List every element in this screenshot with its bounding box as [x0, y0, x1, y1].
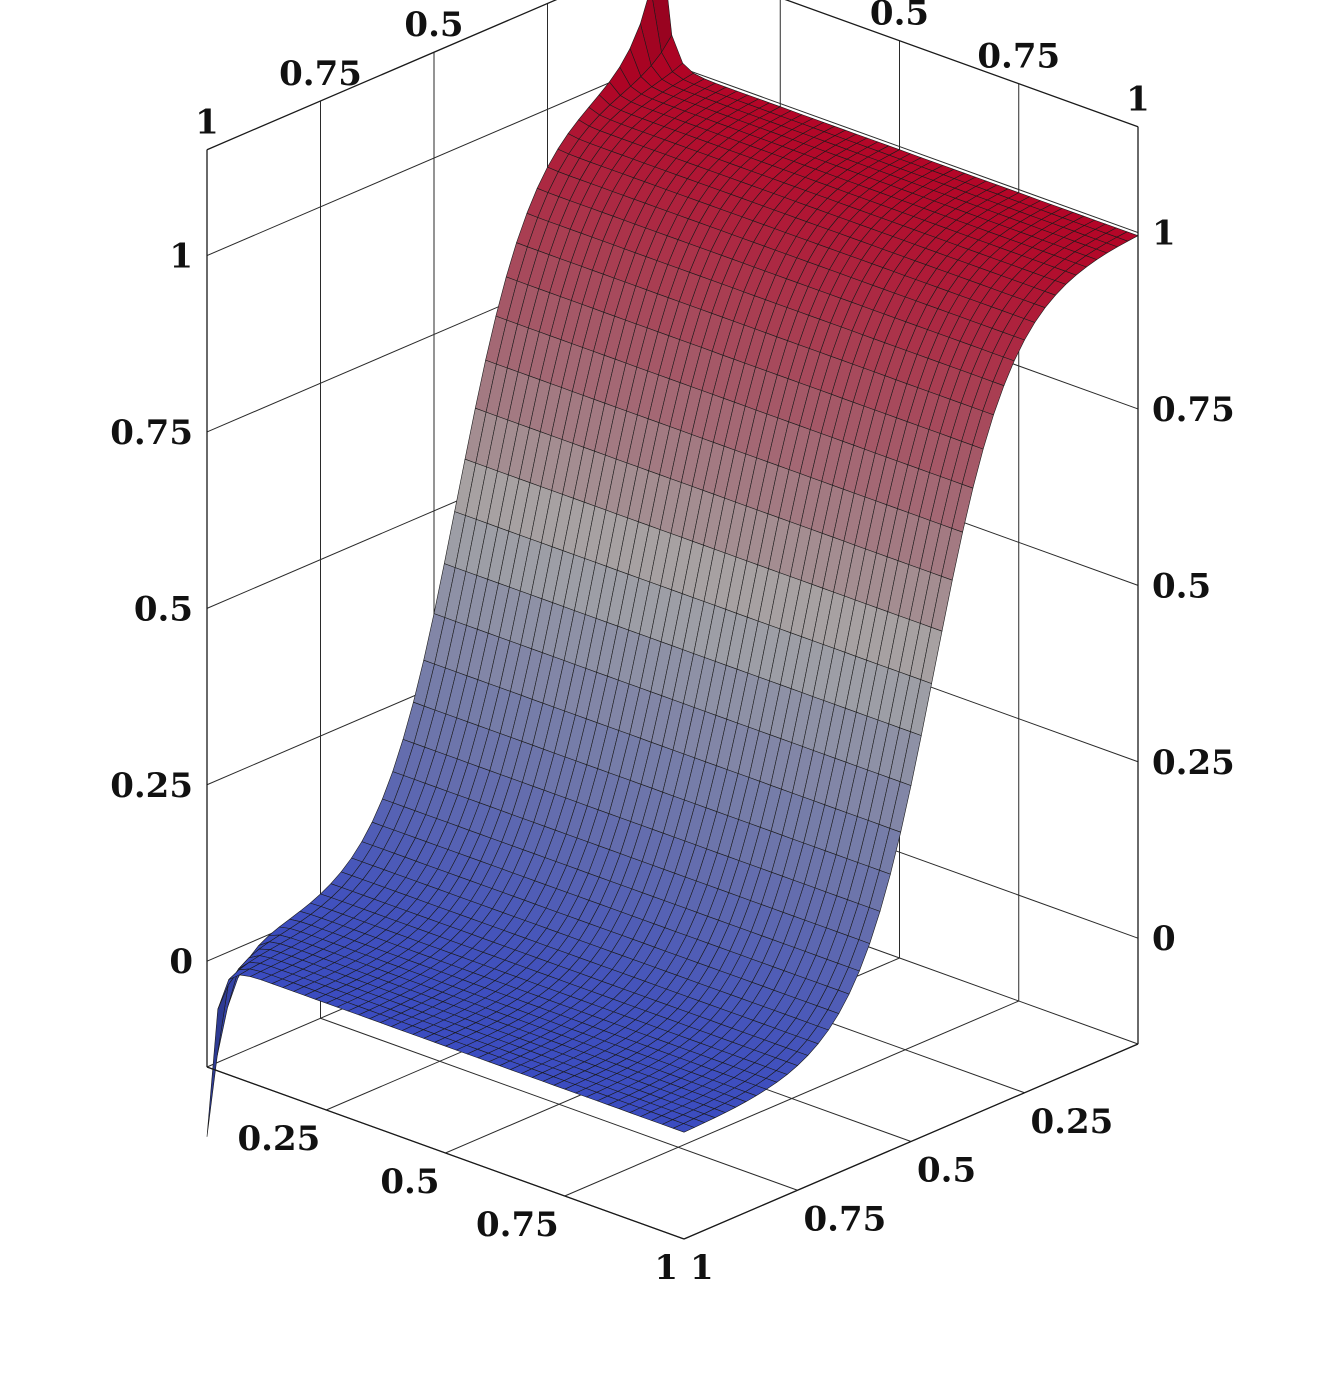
z-tick-label-left: 1	[169, 237, 193, 277]
floor-grid-line	[564, 1000, 1019, 1197]
front-axis-edges	[206, 126, 1139, 1240]
top-edge	[206, 0, 558, 151]
floor-grid-line	[320, 1017, 798, 1191]
z-tick-label-left: 0.5	[134, 589, 193, 629]
z-tick-label-left: 0	[169, 942, 193, 982]
z-tick-label-right: 0.5	[1152, 566, 1211, 606]
z-tick-label-right: 1	[1152, 214, 1176, 254]
y-tick-label: 0.25	[1031, 1102, 1114, 1142]
surface-mesh	[206, 0, 1139, 1137]
y-tick-label: 0.5	[917, 1151, 976, 1191]
y-tick-label-top: 0.75	[279, 54, 362, 94]
x-tick-label: 0.25	[237, 1119, 320, 1159]
z-tick-label-left: 0.25	[110, 766, 193, 806]
z-tick-label-right: 0.25	[1152, 743, 1235, 783]
y-tick-label-top: 1	[195, 103, 219, 143]
z-tick-label-right: 0.75	[1152, 390, 1235, 430]
x-tick-label: 0.75	[476, 1205, 559, 1245]
z-tick-label-left: 0.75	[110, 413, 193, 453]
x-tick-label: 0.5	[380, 1162, 439, 1202]
top-edge	[784, 0, 1139, 128]
x-tick-label: 1	[654, 1248, 678, 1288]
y-tick-label-top: 0.5	[404, 5, 463, 45]
front-edge	[683, 1043, 1139, 1240]
z-tick-label-right: 0	[1152, 919, 1176, 959]
tick-labels: 000.250.250.50.50.750.75110.250.50.7510.…	[110, 0, 1235, 1288]
front-edge	[206, 1066, 685, 1240]
surface-cell	[672, 1123, 695, 1133]
x-tick-label-top: 0.5	[870, 0, 929, 34]
x-tick-label-top: 1	[1126, 80, 1150, 120]
y-tick-label: 0.75	[804, 1199, 887, 1239]
x-tick-label-top: 0.75	[977, 37, 1060, 77]
y-tick-label: 1	[690, 1248, 714, 1288]
